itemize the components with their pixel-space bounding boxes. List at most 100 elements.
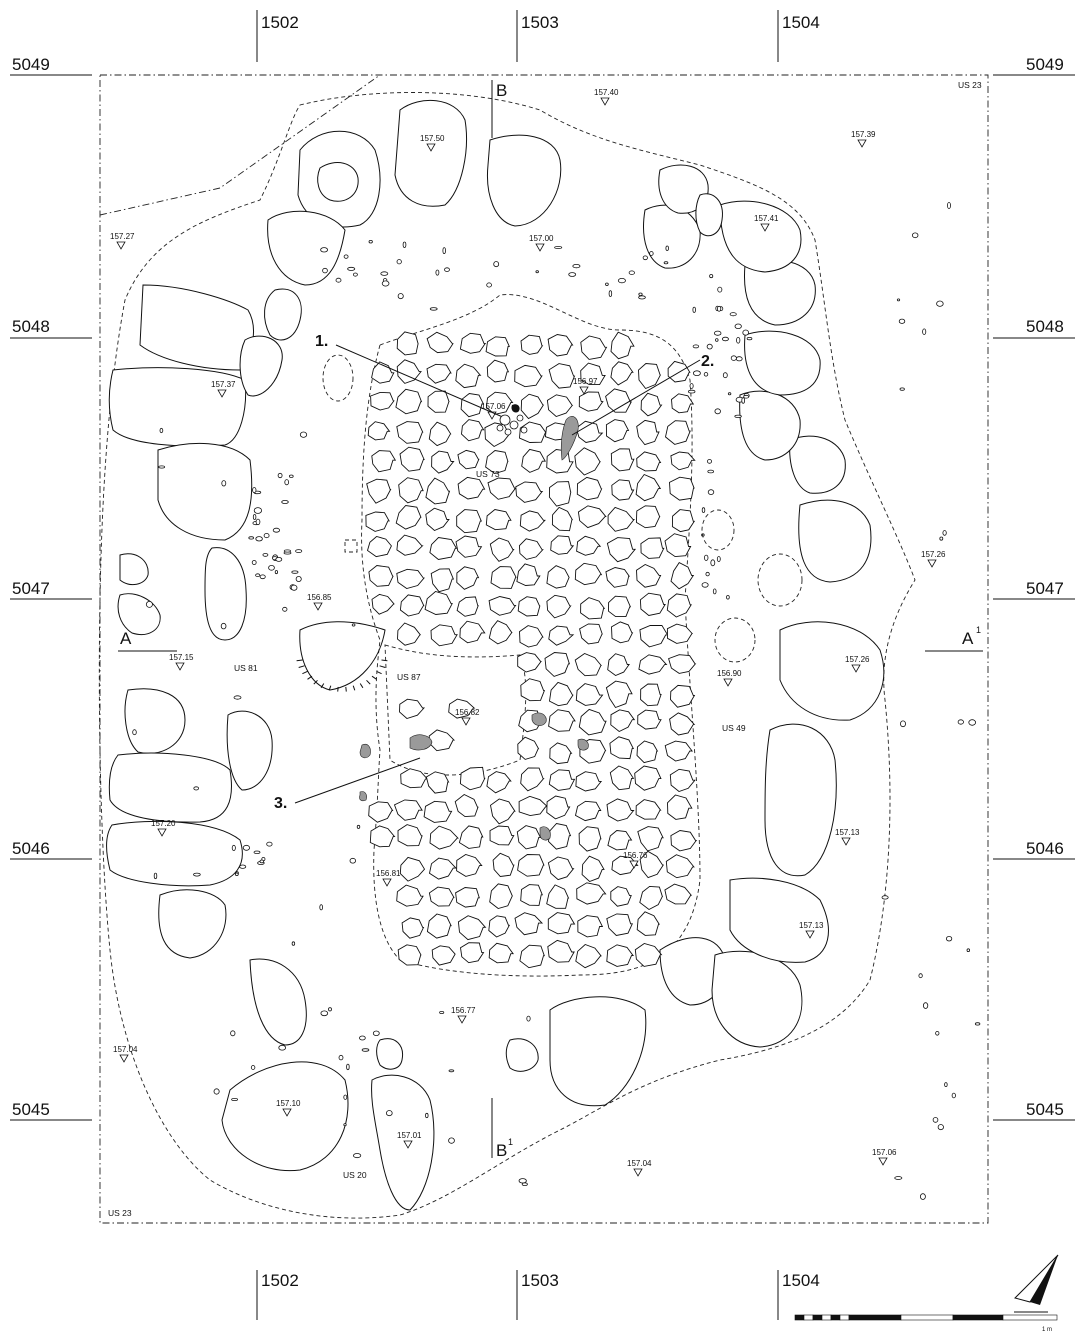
pebble (159, 466, 165, 468)
pavement-stone (400, 447, 424, 471)
pavement-stone (637, 420, 659, 444)
pavement-stone (455, 795, 478, 817)
pavement-stone (608, 507, 634, 531)
pebble (252, 561, 256, 565)
pebble (639, 293, 642, 296)
pebble (443, 248, 446, 254)
northing-left-5049: 5049 (12, 55, 50, 74)
pebble (273, 528, 279, 532)
pebble (737, 337, 740, 343)
pebble (744, 395, 749, 398)
pebble (353, 273, 357, 276)
pebble (735, 324, 741, 329)
northing-left-5046: 5046 (12, 839, 50, 858)
pavement-stone (579, 827, 601, 851)
pavement-stone (637, 741, 657, 763)
pavement-stone (668, 795, 692, 819)
pebble (693, 371, 700, 376)
pavement-stone (460, 621, 485, 643)
pebble (967, 949, 970, 952)
scale-segment (795, 1315, 804, 1320)
pavement-stone (427, 914, 451, 938)
pebble (235, 873, 238, 876)
pebble (426, 1113, 429, 1117)
scale-segment (840, 1315, 849, 1320)
pebble (706, 572, 709, 576)
pavement-stone (520, 511, 545, 531)
pavement-stone (459, 826, 482, 849)
pebble (923, 1003, 927, 1009)
section-b1-label: B (496, 1141, 507, 1160)
elevation-triangle-icon (117, 242, 125, 249)
pebble (618, 278, 625, 282)
pavement-stone (397, 422, 423, 444)
elevation-marker: 157.26 (921, 550, 946, 567)
pavement-stone (666, 421, 691, 445)
pavement-stone (641, 538, 664, 559)
pebble (969, 720, 976, 726)
pavement-stone (576, 945, 601, 968)
pavement-stone (487, 772, 511, 793)
pebble (285, 480, 289, 485)
pavement-stone (549, 482, 570, 507)
scale-bar (795, 1315, 1057, 1320)
pebble (283, 607, 287, 611)
hatch-line (299, 666, 305, 668)
pavement-stone (520, 945, 544, 968)
northing-right-5045: 5045 (1026, 1100, 1064, 1119)
pavement-stone (457, 567, 479, 590)
pavement-stone (607, 799, 634, 821)
pavement-stone (638, 827, 663, 851)
pebble (555, 247, 562, 249)
pavement-stone (400, 857, 424, 881)
pavement-stone (431, 625, 457, 646)
elevation-value: 157.00 (529, 234, 554, 243)
pebble (292, 942, 295, 946)
pavement-stone (490, 538, 513, 561)
pebble (736, 357, 742, 361)
pebble (569, 273, 576, 277)
pebble (336, 278, 341, 282)
pebble (300, 432, 306, 437)
hatch-line (302, 671, 307, 673)
pavement-stone (611, 332, 634, 359)
elevation-triangle-icon (928, 560, 936, 567)
pebble (350, 858, 356, 863)
pavement-stone (548, 913, 574, 934)
pavement-stone (576, 801, 601, 820)
pavement-stone (607, 945, 633, 967)
elevation-value: 157.40 (594, 88, 619, 97)
elevation-triangle-icon (724, 679, 732, 686)
pavement-stone (550, 682, 573, 705)
elevation-marker: 157.00 (529, 234, 554, 251)
pebble (260, 860, 264, 863)
pavement-stone (429, 730, 454, 751)
pebble (730, 313, 736, 316)
elevation-triangle-icon (858, 140, 866, 147)
pebble (381, 272, 388, 276)
elevation-triangle-icon (458, 1016, 466, 1023)
pebble (362, 1049, 369, 1052)
elevation-value: 157.26 (845, 655, 870, 664)
pavement-stone (606, 389, 632, 412)
elevation-value: 157.10 (276, 1099, 301, 1108)
pebble (214, 1089, 219, 1094)
pebble (284, 550, 290, 552)
pebble (256, 537, 263, 541)
pavement-stone (580, 624, 603, 644)
pavement-stone (581, 336, 607, 359)
elevation-value: 156.77 (451, 1006, 476, 1015)
pebble (882, 896, 888, 899)
pavement-stone (549, 626, 573, 645)
pavement-stone (488, 478, 516, 499)
pavement-stone (579, 392, 603, 411)
pebble (369, 240, 372, 243)
pavement-stone (548, 335, 573, 357)
pavement-stone (549, 770, 574, 791)
pavement-stone (608, 654, 629, 676)
pebble (353, 1154, 360, 1158)
pavement-stone (611, 449, 634, 471)
pebble (522, 1183, 527, 1186)
pebble (742, 398, 745, 404)
pebble (397, 260, 401, 264)
